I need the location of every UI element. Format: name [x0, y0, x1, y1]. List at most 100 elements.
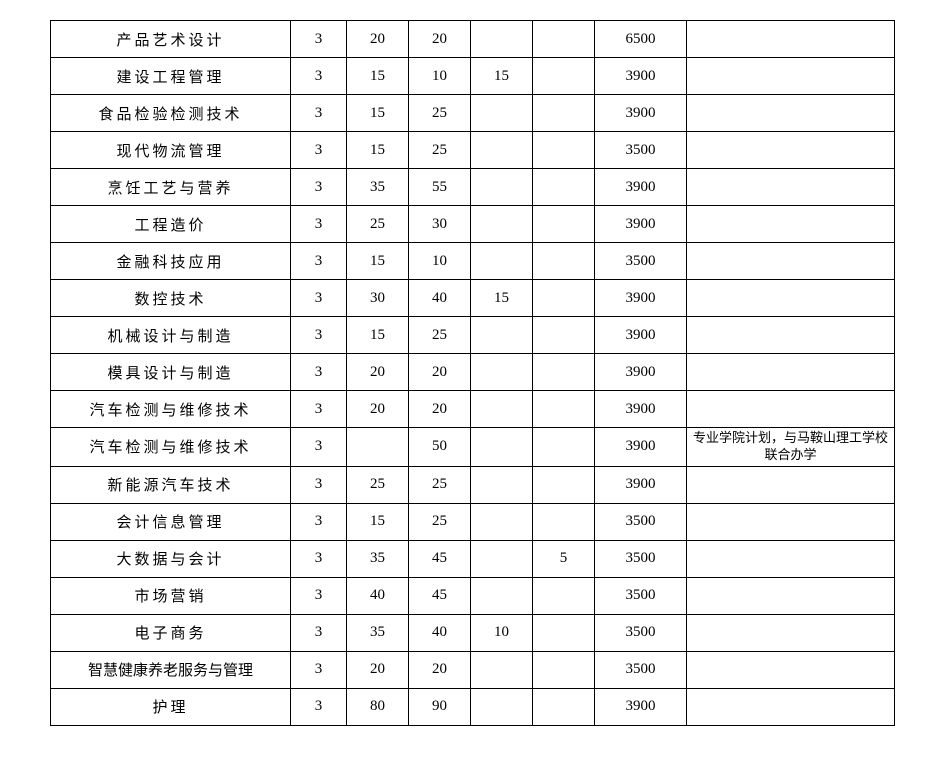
cell-c4: [471, 651, 533, 688]
table-row: 烹饪工艺与营养33555 3900: [51, 169, 895, 206]
cell-c1: 3: [291, 577, 347, 614]
cell-c2: 40: [347, 577, 409, 614]
cell-c1: 3: [291, 169, 347, 206]
cell-c2: 35: [347, 614, 409, 651]
cell-c3: 25: [409, 95, 471, 132]
cell-c2: 20: [347, 651, 409, 688]
cell-c3: 55: [409, 169, 471, 206]
table-row: 大数据与会计3354553500: [51, 540, 895, 577]
cell-c4: [471, 243, 533, 280]
cell-fee: 3900: [595, 688, 687, 725]
cell-c1: 3: [291, 95, 347, 132]
cell-name: 大数据与会计: [51, 540, 291, 577]
table-row: 金融科技应用315103500: [51, 243, 895, 280]
cell-c4: [471, 95, 533, 132]
cell-name: 汽车检测与维修技术: [51, 391, 291, 428]
cell-note: [687, 280, 895, 317]
cell-c2: 30: [347, 280, 409, 317]
cell-c4: [471, 540, 533, 577]
cell-fee: 3900: [595, 206, 687, 243]
cell-c5: [533, 391, 595, 428]
cell-fee: 3900: [595, 280, 687, 317]
table-row: 产品艺术设计320206500: [51, 21, 895, 58]
cell-c5: [533, 206, 595, 243]
cell-c5: [533, 21, 595, 58]
cell-c5: [533, 169, 595, 206]
cell-c1: 3: [291, 58, 347, 95]
table-row: 工程造价325303900: [51, 206, 895, 243]
table-row: 会计信息管理315253500: [51, 503, 895, 540]
cell-note: [687, 317, 895, 354]
cell-c2: 20: [347, 354, 409, 391]
cell-c1: 3: [291, 132, 347, 169]
cell-c3: 90: [409, 688, 471, 725]
cell-name: 金融科技应用: [51, 243, 291, 280]
cell-c2: 20: [347, 391, 409, 428]
cell-name: 工程造价: [51, 206, 291, 243]
cell-name: 食品检验检测技术: [51, 95, 291, 132]
cell-c2: 15: [347, 58, 409, 95]
cell-c5: [533, 428, 595, 467]
cell-note: [687, 354, 895, 391]
cell-c1: 3: [291, 540, 347, 577]
table-row: 电子商务3354010 3500: [51, 614, 895, 651]
cell-c4: [471, 391, 533, 428]
cell-note: [687, 651, 895, 688]
cell-name: 建设工程管理: [51, 58, 291, 95]
cell-c3: 40: [409, 614, 471, 651]
table-row: 智慧健康养老服务与管理320203500: [51, 651, 895, 688]
table-row: 新能源汽车技术325253900: [51, 466, 895, 503]
cell-c1: 3: [291, 391, 347, 428]
cell-c3: 20: [409, 21, 471, 58]
cell-c2: 35: [347, 169, 409, 206]
cell-c5: [533, 651, 595, 688]
cell-note: [687, 503, 895, 540]
cell-name: 护理: [51, 688, 291, 725]
cell-c3: 10: [409, 58, 471, 95]
cell-c5: [533, 614, 595, 651]
cell-c1: 3: [291, 280, 347, 317]
enrollment-table: 产品艺术设计320206500建设工程管理31510153900食品检验检测技术…: [50, 20, 895, 726]
cell-c5: [533, 95, 595, 132]
cell-fee: 3900: [595, 317, 687, 354]
cell-c2: 15: [347, 132, 409, 169]
cell-c1: 3: [291, 317, 347, 354]
cell-c4: [471, 132, 533, 169]
cell-c4: [471, 428, 533, 467]
cell-note: [687, 95, 895, 132]
cell-c2: 20: [347, 21, 409, 58]
cell-c4: 10: [471, 614, 533, 651]
cell-c4: 15: [471, 280, 533, 317]
cell-c5: [533, 58, 595, 95]
cell-c2: 15: [347, 243, 409, 280]
cell-note: [687, 58, 895, 95]
cell-c5: [533, 688, 595, 725]
cell-note: [687, 243, 895, 280]
cell-c3: 10: [409, 243, 471, 280]
table-row: 数控技术33040153900: [51, 280, 895, 317]
cell-c1: 3: [291, 614, 347, 651]
cell-c1: 3: [291, 503, 347, 540]
cell-fee: 3500: [595, 614, 687, 651]
cell-c1: 3: [291, 466, 347, 503]
table-row: 汽车检测与维修技术320203900: [51, 391, 895, 428]
cell-name: 电子商务: [51, 614, 291, 651]
cell-name: 机械设计与制造: [51, 317, 291, 354]
cell-fee: 3900: [595, 169, 687, 206]
table-body: 产品艺术设计320206500建设工程管理31510153900食品检验检测技术…: [51, 21, 895, 726]
table-row: 现代物流管理315253500: [51, 132, 895, 169]
cell-name: 会计信息管理: [51, 503, 291, 540]
cell-name: 烹饪工艺与营养: [51, 169, 291, 206]
cell-fee: 3900: [595, 354, 687, 391]
cell-c2: 25: [347, 206, 409, 243]
cell-note: [687, 577, 895, 614]
cell-note: [687, 21, 895, 58]
cell-fee: 3900: [595, 58, 687, 95]
table-row: 机械设计与制造315253900: [51, 317, 895, 354]
cell-c4: [471, 169, 533, 206]
cell-c3: 25: [409, 503, 471, 540]
cell-note: [687, 688, 895, 725]
cell-c4: [471, 354, 533, 391]
cell-c3: 50: [409, 428, 471, 467]
cell-fee: 3900: [595, 428, 687, 467]
